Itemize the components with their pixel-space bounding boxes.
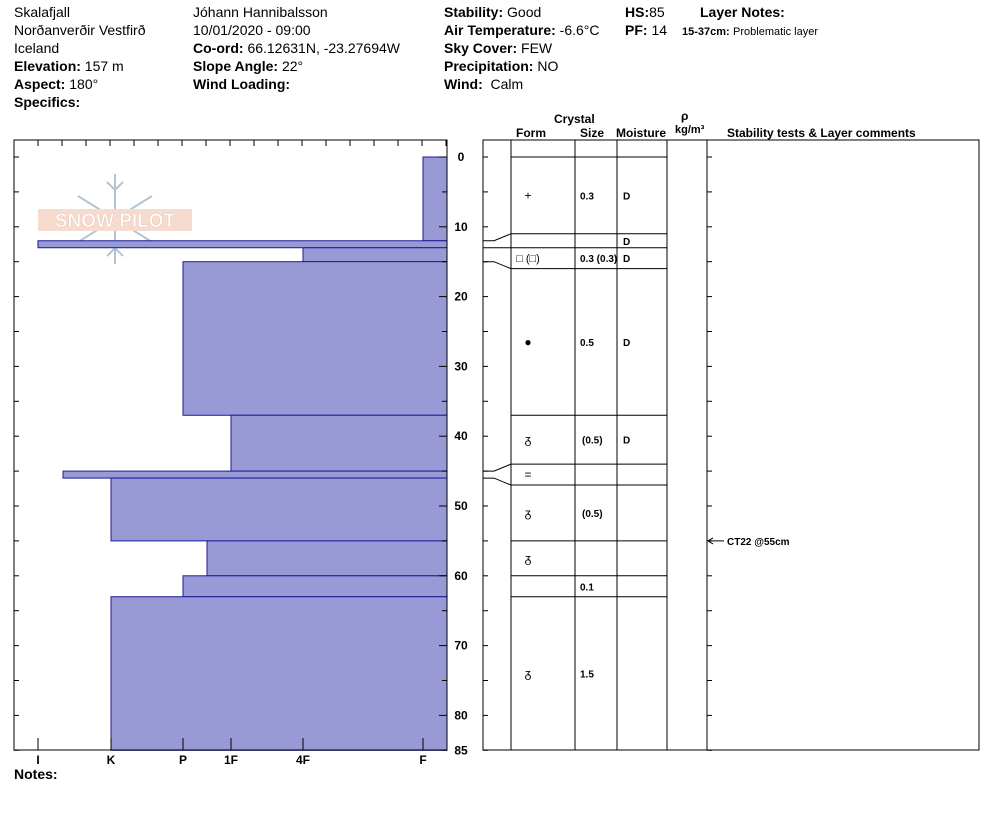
hardness-bar — [110, 477, 448, 542]
density-unit: kg/m³ — [675, 124, 705, 136]
moisture-value: D — [623, 254, 630, 265]
hardness-tick-label: F — [419, 753, 426, 767]
grain-form-symbol: = — [524, 468, 531, 482]
form-header: Form — [516, 126, 546, 140]
hardness-bar — [110, 596, 448, 751]
slope-row: Slope Angle: 22° — [193, 58, 304, 74]
depth-tick-label: 85 — [454, 743, 468, 757]
wind-loading-label: Wind Loading: — [193, 76, 291, 92]
hardness-bar — [182, 261, 448, 416]
coord-row: Co-ord: 66.12631N, -23.27694W — [193, 40, 400, 56]
pf-row: PF: 14 — [625, 22, 668, 38]
hs-row: HS:85 — [625, 4, 665, 20]
depth-tick-label: 70 — [454, 639, 468, 653]
layer-note: 15-37cm: Problematic layer — [682, 26, 819, 38]
hardness-bar — [206, 540, 448, 577]
moisture-value: D — [623, 191, 630, 202]
grain-form-symbol: ᵹ — [525, 667, 532, 681]
moisture-header: Moisture — [616, 126, 667, 140]
layer-connector — [483, 261, 512, 270]
size-header: Size — [580, 126, 605, 140]
aspect-row: Aspect: 180° — [14, 76, 99, 92]
grain-form-symbol: ᵹ — [525, 551, 532, 565]
depth-tick-label: 80 — [454, 708, 468, 722]
layer-connector — [483, 477, 512, 486]
notes-label: Notes: — [14, 766, 58, 782]
grain-form-symbol: ● — [524, 335, 531, 349]
grain-size: 0.1 — [580, 582, 594, 593]
layer-connector — [483, 233, 512, 242]
hardness-bar — [182, 575, 448, 598]
grain-size: 0.5 — [580, 338, 594, 349]
sky-row: Sky Cover: FEW — [444, 40, 553, 56]
layer-connector — [483, 463, 512, 472]
hardness-tick-label: 4F — [296, 753, 310, 767]
grain-form-symbol: ᵹ — [525, 433, 532, 447]
grain-form-symbol: □ (□) — [516, 253, 540, 265]
grain-size: 0.3 (0.3) — [580, 254, 617, 265]
hardness-bar — [62, 470, 448, 479]
hardness-tick-label: P — [179, 753, 187, 767]
crystal-header: Crystal — [554, 112, 595, 126]
grain-size: 0.3 — [580, 191, 594, 202]
wind-row: Wind: Calm — [444, 76, 524, 92]
hardness-tick-label: 1F — [224, 753, 238, 767]
grain-size: 1.5 — [580, 670, 594, 681]
comments-header: Stability tests & Layer comments — [727, 126, 916, 140]
region: Norðanverðir Vestfirð — [14, 22, 146, 38]
snowpilot-logo: SNOW PILOT — [38, 174, 192, 264]
air-temp-row: Air Temperature: -6.6°C — [444, 22, 600, 38]
grain-form-symbol: + — [524, 188, 531, 202]
grain-size: (0.5) — [582, 436, 603, 447]
location: Skalafjall — [14, 4, 71, 20]
elevation-row: Elevation: 157 m — [14, 58, 124, 74]
datetime: 10/01/2020 - 09:00 — [193, 22, 311, 38]
moisture-value: D — [623, 338, 630, 349]
depth-tick-label: 30 — [454, 359, 468, 373]
specifics-label: Specifics: — [14, 94, 81, 110]
snowpilot-logo-text: SNOW PILOT — [55, 211, 176, 232]
grain-size: (0.5) — [582, 509, 603, 520]
rho-header: ρ — [681, 109, 689, 123]
depth-tick-label: 60 — [454, 569, 468, 583]
hardness-tick-label: I — [36, 753, 39, 767]
stability-test-label: CT22 @55cm — [727, 537, 790, 548]
moisture-value: D — [623, 237, 630, 248]
hardness-bar — [37, 240, 448, 249]
depth-tick-label: 50 — [454, 499, 468, 513]
layer-notes-label: Layer Notes: — [700, 4, 785, 20]
hardness-tick-label: K — [107, 753, 116, 767]
grain-form-symbol: ᵹ — [525, 506, 532, 520]
observer: Jóhann Hannibalsson — [193, 4, 328, 20]
depth-tick-label: 0 — [458, 150, 465, 164]
hardness-bar — [302, 247, 448, 263]
depth-tick-label: 10 — [454, 220, 468, 234]
moisture-value: D — [623, 436, 630, 447]
hardness-bar — [230, 414, 448, 472]
stability-row: Stability: Good — [444, 4, 542, 20]
stability-test-arrowhead — [707, 537, 714, 545]
country: Iceland — [14, 40, 60, 56]
depth-tick-label: 20 — [454, 290, 468, 304]
layer-table-frame — [482, 139, 980, 751]
precip-row: Precipitation: NO — [444, 58, 559, 74]
hardness-bar — [422, 156, 448, 242]
depth-tick-label: 40 — [454, 429, 468, 443]
